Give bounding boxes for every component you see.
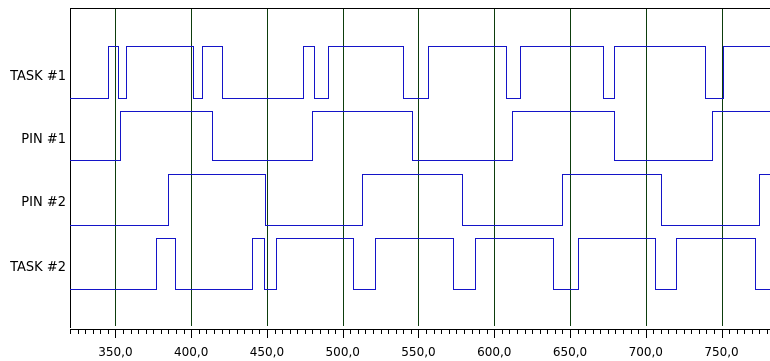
tick-label-450: 450,0: [250, 345, 284, 359]
vertical-gridlines: [115, 8, 723, 326]
trace-task-2: [70, 238, 770, 290]
tick-label-700: 700,0: [629, 345, 663, 359]
tick-label-400: 400,0: [174, 345, 208, 359]
series-label-3: PIN #2: [21, 195, 66, 210]
tick-label-350: 350,0: [98, 345, 132, 359]
tick-label-500: 500,0: [326, 345, 360, 359]
x-axis: 350,0 400,0 450,0 500,0 550,0 600,0 650,0 700,0…: [70, 329, 770, 359]
signal-traces: [70, 46, 770, 290]
series-label-4: TASK #2: [9, 260, 66, 275]
plot-frame: [70, 8, 770, 328]
trace-pin-1: [70, 111, 770, 161]
tick-label-600: 600,0: [477, 345, 511, 359]
series-label-1: TASK #1: [9, 69, 66, 84]
trace-task-1: [70, 46, 770, 99]
series-labels: TASK #1 PIN #1 PIN #2 TASK #2: [9, 69, 66, 275]
series-label-2: PIN #1: [21, 132, 66, 147]
tick-label-550: 550,0: [401, 345, 435, 359]
trace-pin-2: [70, 174, 770, 226]
tick-label-750: 750,0: [704, 345, 738, 359]
tick-label-650: 650,0: [553, 345, 587, 359]
